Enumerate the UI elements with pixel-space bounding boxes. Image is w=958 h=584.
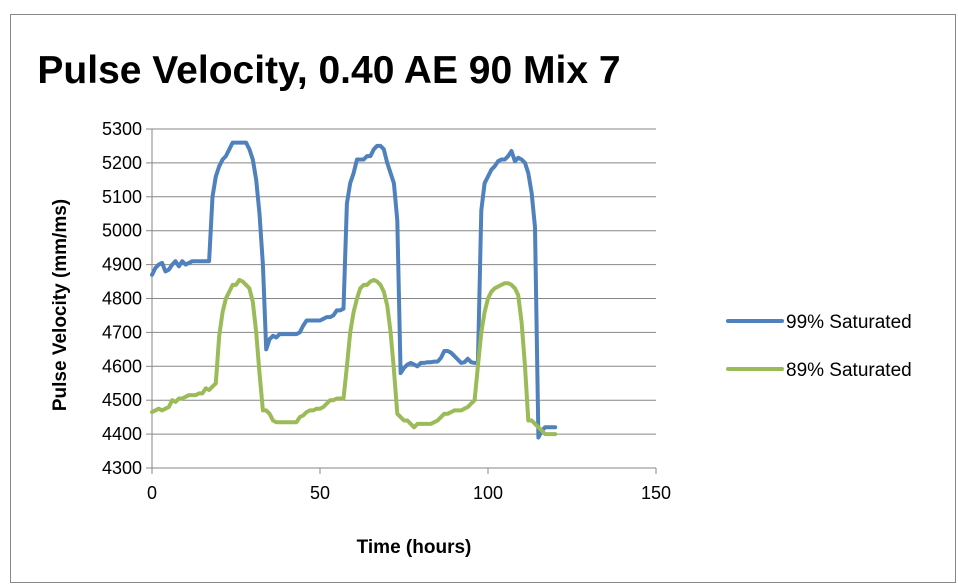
y-tick-label: 4900	[102, 255, 142, 275]
x-tick-label: 100	[473, 483, 503, 503]
series-line-1	[150, 140, 558, 440]
x-tick-labels: 0 50 100 150	[147, 483, 671, 503]
y-tick-label: 4700	[102, 322, 142, 342]
series-line-2	[150, 277, 558, 437]
x-axis-title: Time (hours)	[357, 537, 472, 558]
y-axis-title: Pulse Velocity (mm/ms)	[50, 199, 71, 411]
chart-frame: Pulse Velocity, 0.40 AE 90 Mix 7 4300 440…	[10, 14, 956, 583]
chart-svg: Pulse Velocity, 0.40 AE 90 Mix 7 4300 440…	[37, 49, 912, 558]
y-tick-label: 4300	[102, 458, 142, 478]
y-tick-label: 4600	[102, 356, 142, 376]
x-tick-label: 50	[310, 483, 330, 503]
x-tick-label: 150	[641, 483, 671, 503]
y-tick-label: 4800	[102, 289, 142, 309]
chart-title: Pulse Velocity, 0.40 AE 90 Mix 7	[37, 49, 620, 92]
legend: 99% Saturated 89% Saturated	[726, 312, 912, 381]
y-tick-label: 5200	[102, 153, 142, 173]
y-tick-labels: 4300 4400 4500 4600 4700 4800 4900 5000 5100 5200…	[102, 119, 142, 478]
y-tick-label: 5300	[102, 119, 142, 139]
y-tick-label: 4400	[102, 424, 142, 444]
y-tick-label: 5000	[102, 221, 142, 241]
gridlines	[152, 128, 656, 435]
legend-label-2: 89% Saturated	[786, 360, 912, 381]
x-tick-label: 0	[147, 483, 157, 503]
series-lines	[150, 140, 558, 440]
legend-label-1: 99% Saturated	[786, 312, 912, 333]
y-tick-label: 4500	[102, 390, 142, 410]
y-tick-label: 5100	[102, 187, 142, 207]
